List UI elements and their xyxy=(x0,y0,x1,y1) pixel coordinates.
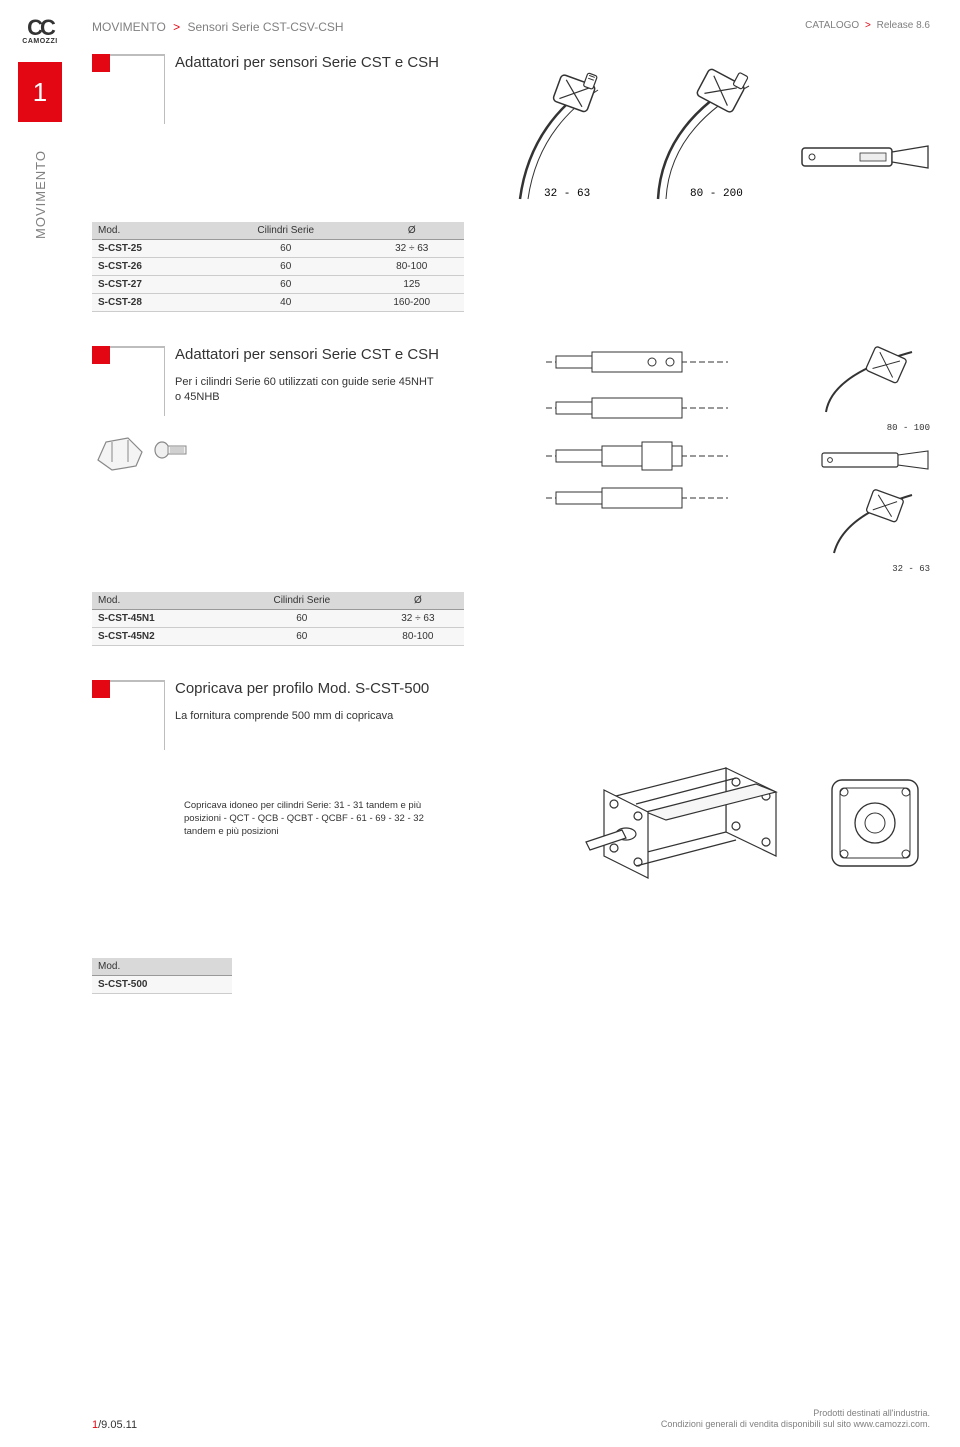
section2-table: Mod. Cilindri Serie Ø S-CST-45N16032 ÷ 6… xyxy=(92,592,464,646)
t2-col-dia: Ø xyxy=(372,592,464,610)
section-marker-icon xyxy=(92,54,110,72)
footer-line1: Prodotti destinati all'industria. xyxy=(661,1408,930,1420)
table-row: S-CST-45N26080-100 xyxy=(92,628,464,646)
table-row: S-CST-45N16032 ÷ 63 xyxy=(92,610,464,628)
section1-table: Mod. Cilindri Serie Ø S-CST-256032 ÷ 63 … xyxy=(92,222,464,312)
section-marker-icon xyxy=(92,346,110,364)
cylinder-iso-icon xyxy=(576,738,796,908)
range-label-top: 80 - 100 xyxy=(820,423,930,433)
t3-col-mod: Mod. xyxy=(92,958,232,976)
breadcrumb-page: Sensori Serie CST-CSV-CSH xyxy=(187,20,343,34)
brand-logo: CC CAMOZZI xyxy=(10,8,70,56)
footer-legal: Prodotti destinati all'industria. Condiz… xyxy=(661,1408,930,1431)
table-row: S-CST-266080-100 xyxy=(92,258,464,276)
t2-col-series: Cilindri Serie xyxy=(232,592,372,610)
clamp-arc-bottom-icon xyxy=(820,487,930,557)
side-category-label: MOVIMENTO xyxy=(33,150,48,239)
catalog-label: CATALOGO xyxy=(805,20,859,31)
clamp-arc-top-icon xyxy=(820,346,930,416)
divider xyxy=(110,346,164,348)
t1-col-mod: Mod. xyxy=(92,222,212,240)
section1-title: Adattatori per sensori Serie CST e CSH xyxy=(175,54,439,77)
clamp1-range-label: 32 - 63 xyxy=(544,188,590,200)
table-row: S-CST-256032 ÷ 63 xyxy=(92,240,464,258)
section2-subtitle: Per i cilindri Serie 60 utilizzati con g… xyxy=(175,375,435,405)
chevron-right-icon: > xyxy=(865,20,871,31)
page-suffix: /9.05.11 xyxy=(98,1419,137,1431)
logo-mark: CC xyxy=(27,19,53,37)
range-label-bottom: 32 - 63 xyxy=(820,564,930,574)
table-row: S-CST-2840160-200 xyxy=(92,294,464,312)
clamp-largearc-icon: 80 - 200 xyxy=(650,64,780,204)
t1-col-dia: Ø xyxy=(359,222,464,240)
divider xyxy=(110,680,164,682)
t1-col-series: Cilindri Serie xyxy=(212,222,359,240)
divider xyxy=(110,54,164,56)
sensor-bar-icon xyxy=(800,134,930,184)
section3-subtitle: La fornitura comprende 500 mm di coprica… xyxy=(175,709,429,724)
footer-line2: Condizioni generali di vendita disponibi… xyxy=(661,1419,930,1431)
guide-topview-alt-icon xyxy=(542,440,732,520)
t2-col-mod: Mod. xyxy=(92,592,232,610)
table-row: S-CST-2760125 xyxy=(92,276,464,294)
adapter-parts-icon xyxy=(92,424,192,474)
guide-topview-icon xyxy=(542,346,732,426)
release-value: Release 8.6 xyxy=(877,20,930,31)
section3-title: Copricava per profilo Mod. S-CST-500 xyxy=(175,680,429,703)
clamp2-range-label: 80 - 200 xyxy=(690,188,743,200)
chevron-right-icon: > xyxy=(173,20,180,34)
table-row: S-CST-500 xyxy=(92,976,232,994)
section-marker-icon xyxy=(92,680,110,698)
page-number: 1/9.05.11 xyxy=(92,1419,137,1431)
clamp-smallarc-icon: 32 - 63 xyxy=(500,64,630,204)
catalog-release: CATALOGO > Release 8.6 xyxy=(805,20,930,31)
section2-title: Adattatori per sensori Serie CST e CSH xyxy=(175,346,439,369)
section-number-tab: 1 xyxy=(18,62,62,122)
section3-table: Mod. S-CST-500 xyxy=(92,958,232,994)
logo-wordmark: CAMOZZI xyxy=(22,38,57,45)
breadcrumb-root: MOVIMENTO xyxy=(92,20,166,34)
breadcrumb: MOVIMENTO > Sensori Serie CST-CSV-CSH xyxy=(92,20,344,34)
cylinder-frontview-icon xyxy=(820,768,930,878)
sensor-bar-small-icon xyxy=(820,447,930,473)
